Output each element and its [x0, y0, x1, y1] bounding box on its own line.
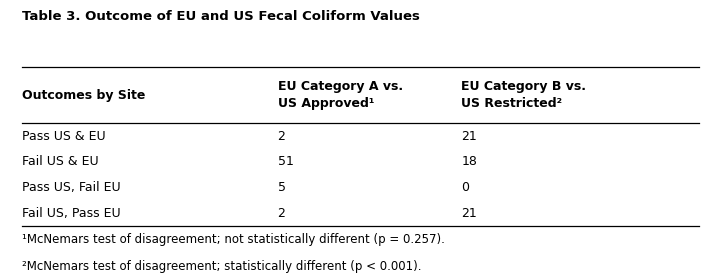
Text: 21: 21: [461, 207, 477, 220]
Text: ²McNemars test of disagreement; statistically different (p < 0.001).: ²McNemars test of disagreement; statisti…: [22, 260, 421, 273]
Text: Pass US, Fail EU: Pass US, Fail EU: [22, 181, 120, 194]
Text: EU Category B vs.
US Restricted²: EU Category B vs. US Restricted²: [461, 80, 586, 110]
Text: EU Category A vs.
US Approved¹: EU Category A vs. US Approved¹: [278, 80, 403, 110]
Text: Pass US & EU: Pass US & EU: [22, 130, 105, 143]
Text: 0: 0: [461, 181, 469, 194]
Text: 5: 5: [278, 181, 286, 194]
Text: Fail US & EU: Fail US & EU: [22, 155, 98, 168]
Text: Fail US, Pass EU: Fail US, Pass EU: [22, 207, 120, 220]
Text: 18: 18: [461, 155, 477, 168]
Text: 51: 51: [278, 155, 293, 168]
Text: 2: 2: [278, 130, 286, 143]
Text: 21: 21: [461, 130, 477, 143]
Text: 2: 2: [278, 207, 286, 220]
Text: Outcomes by Site: Outcomes by Site: [22, 89, 145, 102]
Text: ¹McNemars test of disagreement; not statistically different (p = 0.257).: ¹McNemars test of disagreement; not stat…: [22, 233, 445, 246]
Text: Table 3. Outcome of EU and US Fecal Coliform Values: Table 3. Outcome of EU and US Fecal Coli…: [22, 10, 420, 23]
